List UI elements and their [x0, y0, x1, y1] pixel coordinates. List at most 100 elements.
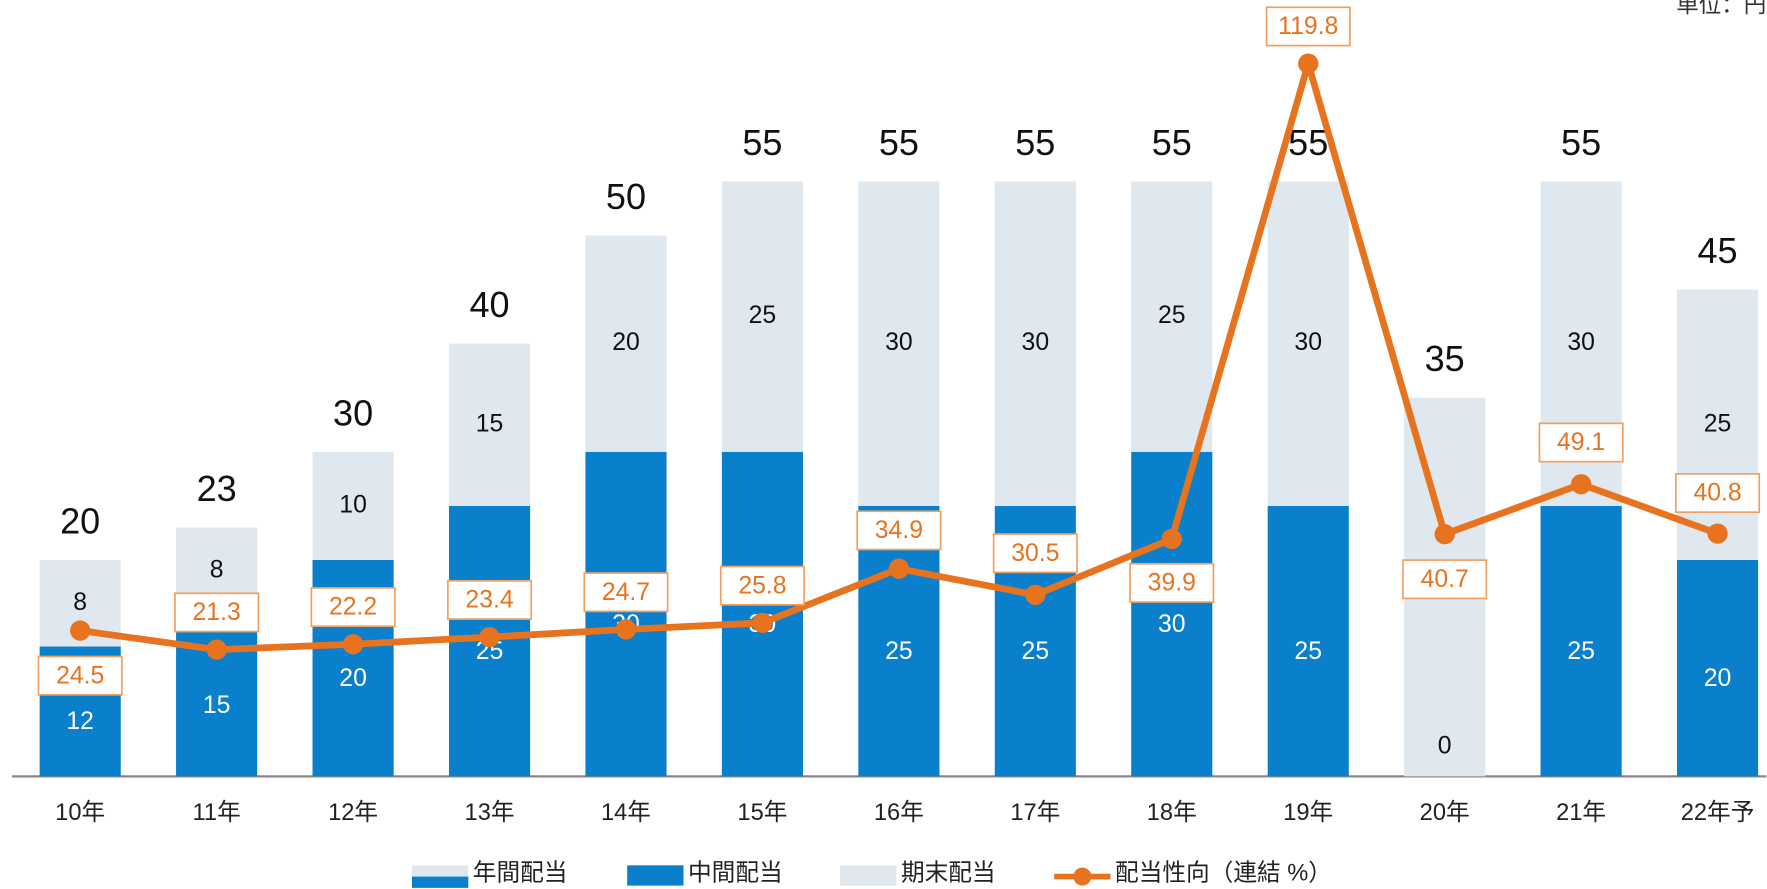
x-tick-label: 19年	[1283, 799, 1333, 826]
payout-label-box	[310, 587, 396, 628]
legend-swatch	[1073, 867, 1092, 886]
payout-point	[1434, 524, 1455, 545]
payout-point	[1570, 474, 1592, 495]
final-label: 8	[210, 556, 224, 583]
payout-label-box	[992, 533, 1078, 574]
payout-point	[206, 639, 227, 660]
total-label: 55	[1152, 122, 1192, 163]
payout-label-box	[719, 565, 805, 606]
legend-label: 配当性向（連結 %）	[1115, 860, 1332, 887]
total-label: 35	[1425, 338, 1465, 379]
legend-swatch	[627, 865, 684, 886]
total-label: 40	[469, 284, 509, 325]
payout-label: 119.8	[1278, 13, 1338, 40]
legend-swatch	[411, 876, 469, 888]
bar-interim	[1131, 451, 1213, 777]
x-tick-label: 11年	[193, 799, 241, 826]
payout-point	[1298, 53, 1319, 74]
payout-label: 23.4	[465, 587, 513, 614]
final-label: 15	[476, 410, 504, 437]
payout-label-box	[1675, 473, 1761, 514]
legend-label: 年間配当	[473, 860, 568, 887]
x-tick-label: 14年	[601, 799, 651, 826]
final-label: 25	[749, 302, 777, 329]
final-label: 30	[885, 329, 913, 356]
x-tick-label: 15年	[737, 799, 787, 826]
bar-final	[1267, 181, 1349, 506]
payout-point	[888, 558, 910, 579]
bar-interim	[1677, 559, 1759, 777]
payout-label: 39.9	[1148, 570, 1196, 597]
payout-label-box	[174, 592, 260, 633]
interim-label: 25	[885, 638, 913, 665]
interim-label: 12	[66, 708, 94, 735]
bar-final	[1677, 289, 1759, 560]
bar-final	[585, 235, 667, 452]
payout-label-box	[856, 510, 942, 551]
x-tick-label: 18年	[1147, 799, 1197, 826]
payout-label: 24.7	[602, 579, 650, 606]
payout-label: 49.1	[1557, 429, 1605, 456]
final-label: 10	[339, 491, 367, 518]
legend-label: 中間配当	[688, 860, 783, 887]
bar-interim	[1267, 505, 1349, 777]
x-tick-label: 22年予	[1681, 799, 1755, 826]
payout-label: 21.3	[193, 599, 241, 626]
payout-point	[1161, 528, 1182, 550]
unit-note: 単位：円	[1676, 0, 1766, 18]
x-tick-label: 16年	[874, 799, 924, 826]
payout-label-box	[1402, 559, 1488, 600]
x-tick-label: 13年	[465, 799, 515, 826]
total-label: 55	[1561, 122, 1601, 163]
total-label: 55	[1015, 122, 1055, 163]
interim-label: 0	[1438, 733, 1452, 760]
interim-label: 20	[339, 665, 367, 692]
interim-label: 25	[1022, 638, 1050, 665]
payout-label-box	[446, 579, 533, 620]
interim-label: 25	[1294, 638, 1322, 665]
payout-point	[1025, 584, 1046, 606]
payout-label: 25.8	[738, 572, 786, 599]
x-tick-label: 21年	[1556, 799, 1606, 826]
bar-final	[994, 181, 1076, 506]
total-label: 20	[60, 500, 100, 541]
final-label: 20	[612, 329, 640, 356]
payout-label-box	[1538, 422, 1624, 463]
payout-label-box	[37, 655, 123, 696]
total-label: 30	[333, 392, 373, 433]
x-tick-label: 10年	[55, 799, 105, 826]
final-label: 8	[73, 589, 87, 616]
legend-label: 期末配当	[901, 860, 996, 887]
final-label: 30	[1567, 329, 1595, 356]
bar-final	[448, 343, 531, 506]
interim-label: 30	[1158, 611, 1186, 638]
interim-label: 25	[1567, 638, 1595, 665]
interim-label: 20	[1704, 665, 1732, 692]
interim-label: 15	[203, 692, 231, 719]
payout-label-box	[1129, 562, 1215, 603]
payout-point	[1707, 523, 1728, 544]
bar-final	[1131, 181, 1213, 452]
payout-label-box	[583, 572, 669, 613]
total-label: 55	[1288, 122, 1328, 163]
total-label: 45	[1698, 230, 1738, 271]
payout-point	[752, 612, 773, 633]
bar-final	[721, 181, 803, 452]
payout-point	[615, 619, 637, 640]
final-label: 30	[1294, 329, 1322, 356]
total-label: 23	[197, 468, 237, 509]
x-tick-label: 17年	[1010, 799, 1060, 826]
payout-label: 30.5	[1011, 540, 1059, 567]
final-label: 25	[1158, 302, 1186, 329]
legend-swatch	[840, 865, 897, 886]
bar-final	[858, 181, 940, 506]
total-label: 55	[742, 122, 782, 163]
total-label: 55	[879, 122, 919, 163]
bar-final	[312, 451, 394, 560]
final-label: 25	[1704, 410, 1732, 437]
x-tick-label: 20年	[1420, 799, 1470, 826]
bar-interim	[1540, 505, 1622, 777]
payout-label-box	[1265, 6, 1351, 47]
bar-interim	[858, 505, 940, 777]
payout-point	[70, 620, 91, 641]
